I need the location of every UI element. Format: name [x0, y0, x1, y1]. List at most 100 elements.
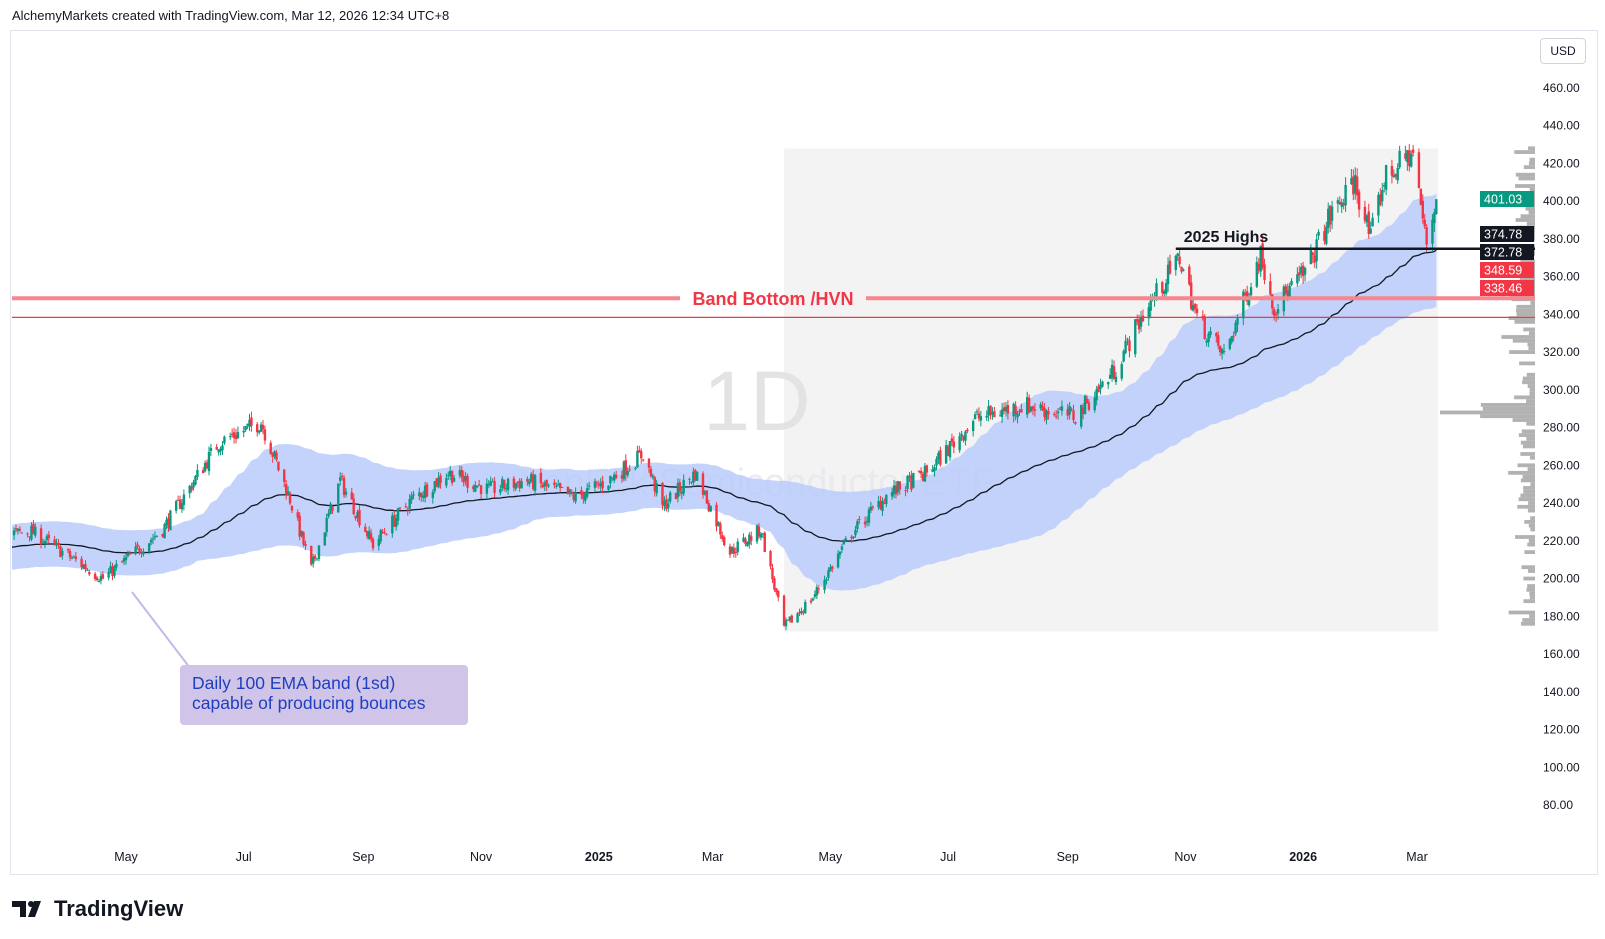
level-label-band-bottom: Band Bottom /HVN	[693, 289, 854, 309]
candle	[1054, 410, 1058, 419]
candle-body	[1191, 305, 1195, 311]
volume-profile-bar	[1517, 463, 1535, 468]
candle	[1257, 258, 1260, 274]
candle-body	[219, 448, 222, 452]
candle	[28, 536, 31, 542]
candle-body	[300, 531, 303, 536]
candle	[194, 475, 197, 486]
candle	[271, 452, 274, 463]
candle	[174, 499, 178, 514]
candle-body	[1060, 406, 1064, 411]
candle-body	[1126, 339, 1129, 341]
candle-body	[223, 436, 226, 444]
candle	[439, 473, 442, 489]
candle	[931, 464, 934, 473]
candle-body	[719, 523, 722, 535]
candle	[61, 547, 64, 560]
volume-profile-bar	[1528, 523, 1535, 528]
candle-body	[1041, 406, 1044, 411]
candle-body	[1058, 408, 1062, 410]
candle-body	[1303, 268, 1307, 275]
candle	[680, 486, 683, 500]
candle-body	[1269, 281, 1272, 295]
candle-body	[499, 489, 502, 493]
candle	[829, 564, 832, 572]
candle-body	[622, 461, 626, 480]
volume-profile-bar	[1522, 618, 1535, 622]
candle-body	[190, 486, 193, 491]
candle-body	[520, 481, 523, 489]
y-tick-label: 300.00	[1543, 383, 1580, 397]
candle-body	[1093, 397, 1096, 411]
candle-body	[1352, 176, 1355, 195]
candle	[126, 550, 130, 558]
candle-body	[1425, 227, 1428, 245]
candle	[1041, 401, 1044, 411]
candle	[1417, 148, 1421, 189]
candle-body	[1344, 184, 1347, 206]
candle-body	[147, 543, 151, 553]
candle	[668, 490, 672, 504]
candle	[1404, 145, 1407, 161]
candle-body	[232, 432, 236, 438]
candle-body	[28, 536, 31, 538]
candle-body	[1099, 384, 1102, 389]
candle	[531, 470, 535, 491]
candle	[1377, 191, 1380, 223]
volume-profile-bar	[1515, 535, 1535, 539]
candle	[611, 477, 614, 481]
candle-body	[854, 529, 857, 536]
candle	[923, 462, 927, 483]
candle	[587, 481, 591, 490]
volume-profile-bar	[1508, 316, 1535, 321]
candle-body	[626, 471, 629, 476]
candle	[636, 445, 639, 468]
candle	[466, 473, 469, 494]
candle	[1411, 144, 1415, 157]
volume-profile-bar	[1530, 516, 1535, 521]
candle	[620, 470, 624, 483]
candle	[798, 608, 801, 617]
candle-body	[142, 551, 145, 555]
candle-body	[925, 465, 929, 473]
candle-body	[678, 482, 682, 492]
candle-body	[609, 475, 612, 484]
volume-profile-bar	[1522, 444, 1535, 449]
candle-body	[329, 503, 332, 515]
candle	[937, 450, 940, 465]
candle-body	[1014, 405, 1017, 415]
volume-profile-bar	[1526, 421, 1535, 426]
candle	[948, 440, 952, 462]
candle-body	[445, 478, 448, 486]
candle	[732, 543, 736, 558]
candle	[1215, 331, 1218, 343]
candle	[958, 432, 961, 453]
candle	[169, 509, 172, 531]
tradingview-logo[interactable]: TradingView	[12, 896, 183, 922]
candle-body	[1411, 149, 1415, 153]
candle	[557, 479, 560, 487]
y-tick-label: 420.00	[1543, 156, 1580, 170]
candle	[1431, 214, 1434, 253]
currency-button[interactable]: USD	[1540, 38, 1586, 64]
candle-body	[61, 550, 64, 556]
candle	[1392, 169, 1396, 178]
candle	[1435, 198, 1438, 215]
candle	[485, 478, 489, 500]
candle-body	[885, 494, 888, 504]
candle-body	[406, 509, 409, 511]
candle-body	[1053, 413, 1056, 415]
candle-body	[962, 435, 965, 441]
candle	[1298, 265, 1301, 282]
candle	[910, 470, 913, 493]
candle	[560, 486, 564, 488]
candle-body	[1039, 404, 1042, 409]
candle-body	[1276, 309, 1280, 314]
candle-body	[1263, 264, 1266, 281]
candle-body	[203, 462, 207, 472]
candle-body	[1365, 215, 1369, 223]
y-tick-label: 360.00	[1543, 270, 1580, 284]
candle-body	[773, 578, 776, 590]
candle-body	[736, 541, 739, 553]
